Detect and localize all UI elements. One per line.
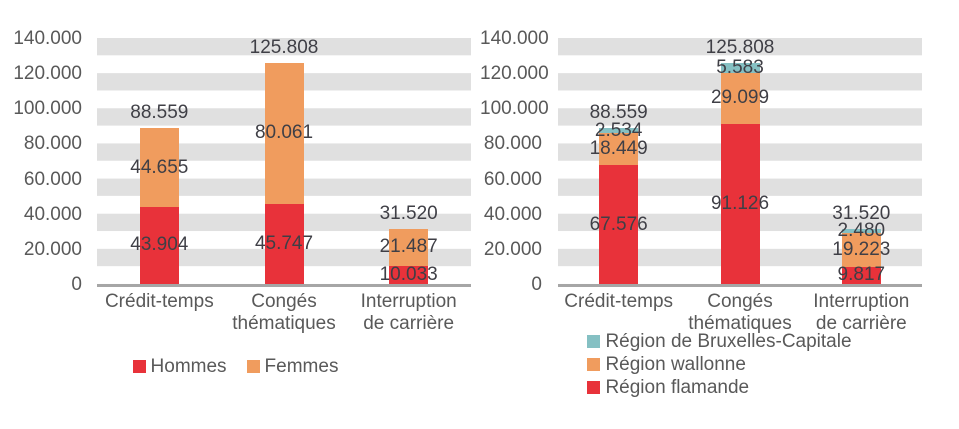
bar-segment — [720, 72, 760, 124]
legend-item: Hommes — [132, 355, 227, 377]
bar-segment — [841, 266, 881, 284]
bar-segment-label: 5.583 — [716, 56, 764, 78]
legend-swatch — [246, 360, 260, 373]
bar-segment — [139, 206, 179, 284]
bar-segment-label: 44.655 — [130, 156, 189, 178]
bar-segment — [841, 232, 881, 267]
category-label-line: thématiques — [232, 313, 336, 334]
bar-segment-label: 19.223 — [832, 238, 891, 260]
y-axis-tick-label: 100.000 — [480, 98, 549, 120]
y-axis-tick-label: 60.000 — [23, 168, 82, 190]
bar-segment — [599, 132, 639, 166]
bar-total-label: 88.559 — [589, 102, 648, 124]
bar-total-label: 88.559 — [130, 102, 189, 124]
y-axis-tick-label: 80.000 — [483, 133, 542, 155]
legend-label: Région de Bruxelles-Capitale — [605, 330, 852, 352]
legend: Hommes Femmes — [0, 356, 471, 377]
y-axis-tick-label: 60.000 — [483, 168, 542, 190]
category-label: Interruption de carrière — [781, 291, 941, 335]
category-label: Crédit-temps — [79, 291, 239, 313]
category-label: Crédit-temps — [539, 291, 699, 313]
bar-segment-label: 2.480 — [837, 219, 886, 241]
legend: Région de Bruxelles-Capitale Région wallo… — [480, 331, 959, 398]
bar-segment-label: 91.126 — [710, 192, 770, 214]
legend-label: Femmes — [264, 355, 339, 377]
bar-segment — [139, 128, 179, 207]
legend-label: Hommes — [150, 355, 227, 377]
legend-swatch — [587, 335, 601, 348]
y-axis-tick-label: 120.000 — [480, 63, 549, 85]
bar-segment — [599, 128, 639, 133]
legend-label: Région wallonne — [605, 353, 746, 375]
bar-segment-label: 45.747 — [254, 232, 314, 254]
legend-swatch — [587, 358, 601, 371]
y-axis-tick-label: 80.000 — [23, 133, 82, 155]
legend-item: Région de Bruxelles-Capitale — [587, 330, 852, 352]
bar-segment — [720, 62, 760, 73]
bar-segment-label: 10.033 — [379, 264, 438, 286]
y-axis-tick-label: 140.000 — [480, 28, 549, 49]
bar-segment-label: 2.534 — [594, 119, 643, 141]
y-axis-tick-label: 40.000 — [23, 203, 82, 225]
category-label-line: Congés — [251, 291, 317, 312]
bar-segment-label: 80.061 — [254, 122, 314, 144]
category-label-line: Crédit-temps — [564, 291, 674, 312]
bar-total-label: 31.520 — [379, 202, 438, 224]
bar-segment — [599, 165, 639, 284]
y-axis-tick-label: 20.000 — [483, 238, 542, 260]
bar-segment — [264, 203, 304, 284]
y-axis-tick-label: 100.000 — [13, 98, 82, 120]
bar-segment — [720, 123, 760, 284]
category-label: Interruption de carrière — [329, 291, 489, 335]
bar-segment — [841, 228, 881, 233]
bar-segment — [264, 62, 304, 204]
legend-item: Région wallonne — [587, 354, 851, 375]
category-label-line: thématiques — [688, 313, 792, 334]
category-label: Congés thématiques — [204, 291, 364, 335]
gender-stacked-bar-chart: 0 20.000 40.000 60.000 80.000 100.000 120.000 1… — [0, 0, 471, 429]
bar-total-label: 125.808 — [249, 36, 319, 58]
category-label-line: Crédit-temps — [104, 291, 214, 312]
bar-segment — [389, 228, 429, 267]
bar-segment-label: 18.449 — [589, 138, 648, 160]
legend-swatch — [587, 381, 601, 394]
bar-total-label: 31.520 — [832, 202, 891, 224]
y-axis-tick-label: 120.000 — [13, 63, 82, 85]
y-axis-tick-label: 140.000 — [13, 28, 82, 49]
bar-total-label: 125.808 — [705, 36, 775, 58]
region-stacked-bar-chart: 0 20.000 40.000 60.000 80.000 100.000 120.000 1… — [480, 0, 959, 429]
bar-segment-label: 67.576 — [589, 213, 648, 235]
legend-item: Région flamande — [587, 377, 851, 398]
legend-label: Région flamande — [605, 376, 750, 398]
y-axis-tick-label: 0 — [71, 274, 82, 295]
y-axis-tick-label: 20.000 — [23, 238, 82, 260]
legend-item: Femmes — [246, 355, 339, 377]
category-label-line: Interruption — [360, 291, 457, 312]
legend-items: Région de Bruxelles-Capitale Région wallo… — [587, 330, 852, 398]
category-label-line: de carrière — [815, 313, 907, 334]
category-label-line: de carrière — [363, 313, 455, 334]
y-axis-tick-label: 0 — [531, 274, 542, 295]
category-label: Congés thématiques — [660, 291, 820, 335]
category-label-line: Congés — [707, 291, 773, 312]
bar-segment-label: 21.487 — [379, 236, 438, 258]
category-label-line: Interruption — [813, 291, 910, 312]
bar-segment-label: 9.817 — [837, 264, 886, 286]
bar-segment-label: 43.904 — [130, 234, 189, 256]
bar-segment — [389, 266, 429, 284]
legend-swatch — [132, 360, 146, 373]
y-axis-tick-label: 40.000 — [483, 203, 542, 225]
bar-segment-label: 29.099 — [710, 87, 770, 109]
legend-items: Hommes Femmes — [132, 355, 339, 377]
